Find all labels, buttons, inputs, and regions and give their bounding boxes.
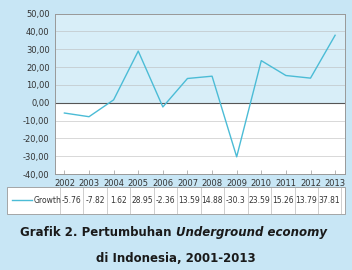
Text: -5.76: -5.76 — [62, 196, 81, 205]
Text: 1.62: 1.62 — [110, 196, 127, 205]
Text: 13.59: 13.59 — [178, 196, 200, 205]
Text: Underground economy: Underground economy — [176, 226, 327, 239]
Text: 28.95: 28.95 — [131, 196, 153, 205]
Text: di Indonesia, 2001-2013: di Indonesia, 2001-2013 — [96, 252, 256, 265]
Text: Growth: Growth — [33, 196, 61, 205]
Text: -7.82: -7.82 — [85, 196, 105, 205]
Text: 23.59: 23.59 — [249, 196, 270, 205]
Text: 37.81: 37.81 — [319, 196, 340, 205]
Text: -30.3: -30.3 — [226, 196, 246, 205]
Text: 13.79: 13.79 — [295, 196, 317, 205]
Text: Grafik 2. Pertumbuhan: Grafik 2. Pertumbuhan — [20, 226, 176, 239]
Text: 14.88: 14.88 — [202, 196, 223, 205]
Text: -2.36: -2.36 — [156, 196, 175, 205]
Bar — [55, 14, 345, 103]
Text: 15.26: 15.26 — [272, 196, 294, 205]
